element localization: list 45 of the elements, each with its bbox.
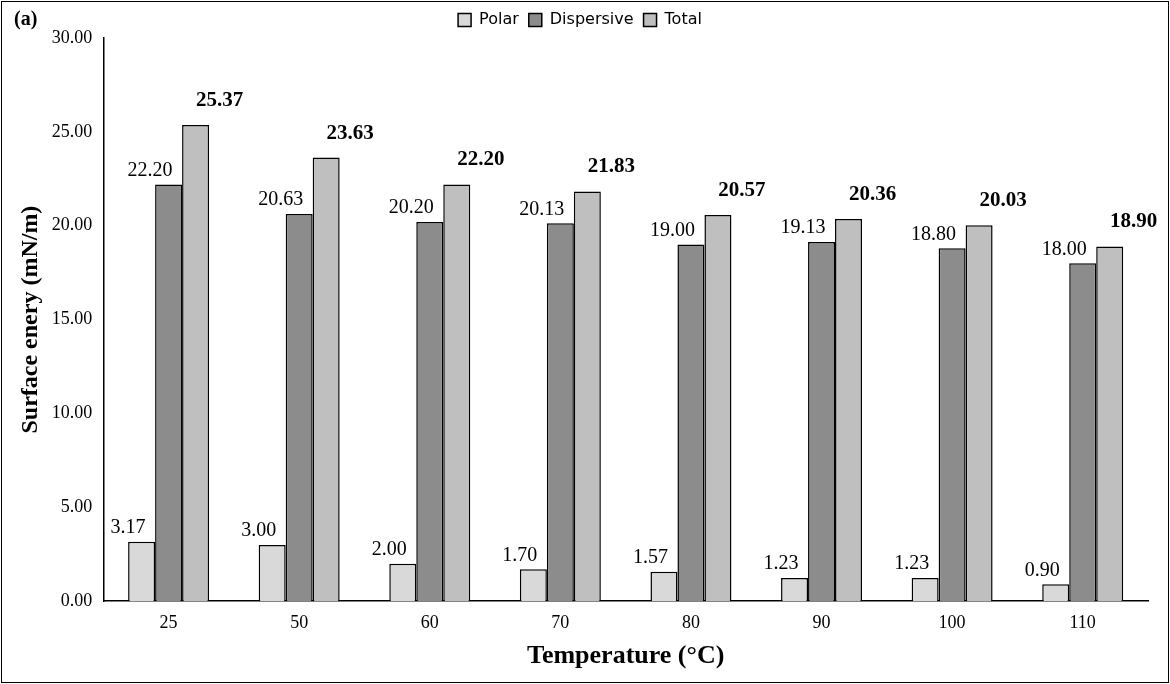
x-tick-label: 100 [938, 611, 966, 632]
data-label: 3.17 [110, 514, 146, 537]
x-tick-label: 110 [1069, 611, 1096, 632]
x-tick-label: 50 [290, 611, 309, 632]
data-label: 21.83 [587, 153, 635, 178]
legend-label: Polar [479, 9, 520, 29]
data-label: 2.00 [371, 536, 407, 559]
y-tick-label: 15.00 [51, 308, 93, 329]
data-label: 20.03 [979, 187, 1027, 212]
y-tick-label: 20.00 [51, 214, 93, 235]
y-tick-label: 5.00 [60, 496, 93, 517]
data-label: 25.37 [195, 86, 244, 111]
x-axis-title: Temperature (°C) [526, 640, 725, 670]
y-tick-label: 0.00 [60, 589, 93, 610]
data-label: 1.23 [763, 551, 799, 574]
data-label: 18.90 [1110, 208, 1158, 233]
y-tick-label: 30.00 [51, 26, 93, 47]
data-label: 3.00 [241, 518, 277, 541]
data-label: 18.00 [1041, 236, 1087, 259]
data-label: 1.23 [894, 551, 930, 574]
legend-label: Total [663, 9, 702, 29]
data-label: 22.20 [457, 146, 505, 171]
data-label: 19.00 [649, 217, 695, 240]
data-label: 19.13 [780, 215, 826, 238]
x-tick-label: 70 [551, 611, 570, 632]
x-tick-label: 25 [159, 611, 178, 632]
legend-label: Dispersive [549, 9, 634, 29]
data-label: 20.63 [258, 187, 304, 210]
data-label: 20.57 [718, 176, 766, 201]
data-label: 18.80 [911, 221, 957, 244]
data-label: 1.57 [632, 544, 668, 567]
data-label: 0.90 [1024, 557, 1060, 580]
x-tick-label: 80 [681, 611, 700, 632]
x-tick-label: 90 [812, 611, 831, 632]
data-label: 20.13 [519, 196, 565, 219]
data-label: 1.70 [502, 542, 538, 565]
data-label: 22.20 [127, 157, 173, 180]
data-label: 20.20 [388, 195, 434, 218]
y-tick-label: 25.00 [51, 120, 93, 141]
x-tick-label: 60 [420, 611, 439, 632]
y-axis-title: Surface enery (mN/m) [15, 205, 42, 434]
data-label: 23.63 [326, 119, 374, 144]
data-label: 20.36 [848, 180, 897, 205]
y-tick-label: 10.00 [51, 402, 93, 423]
text: (a) [14, 7, 38, 31]
